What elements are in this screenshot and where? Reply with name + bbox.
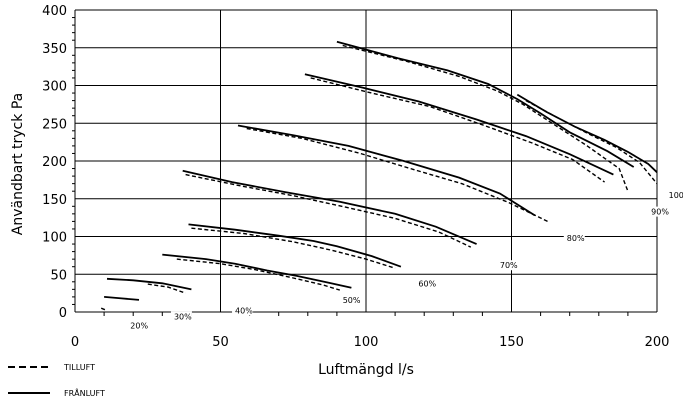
percent-label: 40% (235, 307, 253, 316)
percent-label: 70% (500, 261, 518, 270)
tilluft-curve-40% (176, 258, 341, 291)
franluft-curve-40% (162, 253, 352, 289)
percent-label: 100% (669, 191, 683, 200)
legend-label-tilluft: TILLUFT (63, 363, 95, 372)
series-layer (100, 40, 658, 312)
percent-label-bg (648, 206, 670, 217)
percent-label: 50% (343, 296, 361, 305)
tilluft-curve-30% (147, 283, 186, 294)
x-tick-label: 200 (645, 335, 670, 350)
percent-label: 30% (174, 313, 192, 322)
percent-label: 80% (567, 234, 585, 243)
x-axis-title: Luftmängd l/s (318, 362, 414, 378)
percent-labels: 20% 30% 40% 50% 60% 70% 80% 90%100% (127, 189, 683, 331)
y-tick-label: 350 (42, 42, 67, 57)
percent-label: 60% (418, 279, 436, 288)
y-axis-title: Användbart tryck Pa (10, 93, 26, 235)
tilluft-curve-100% (525, 99, 658, 185)
franluft-curve-50% (188, 223, 402, 268)
percent-label: 90% (651, 208, 669, 217)
franluft-curve-60% (182, 169, 477, 245)
franluft-curve-70% (237, 124, 536, 217)
x-tick-label: 50 (212, 335, 229, 350)
tilluft-curve-70% (246, 127, 550, 223)
legend: TILLUFT FRÅNLUFT (8, 363, 105, 398)
percent-label: 20% (130, 322, 148, 331)
percent-label-bg (127, 320, 149, 331)
y-tick-label: 50 (50, 268, 67, 283)
franluft-curve-90% (336, 40, 635, 168)
tilluft-curve-60% (185, 173, 472, 248)
y-tick-label: 400 (42, 4, 67, 19)
y-tick-label: 200 (42, 155, 67, 170)
tilluft-curve-50% (191, 227, 396, 269)
legend-label-franluft: FRÅNLUFT (64, 387, 105, 398)
franluft-curve-80% (304, 73, 614, 176)
percent-label-bg (339, 294, 361, 305)
y-tick-label: 150 (42, 193, 67, 208)
x-tick-label: 0 (71, 335, 79, 350)
x-tick-label: 150 (499, 335, 524, 350)
y-tick-label: 100 (42, 231, 67, 246)
percent-label-bg (170, 311, 192, 322)
percent-label-bg (415, 278, 437, 289)
franluft-curve-30% (106, 277, 192, 291)
tilluft-curve-90% (342, 44, 629, 192)
tilluft-curve-20% (100, 307, 108, 312)
y-tick-label: 300 (42, 80, 67, 95)
x-tick-label: 100 (354, 335, 379, 350)
percent-label-bg (496, 260, 518, 271)
percent-label-bg (232, 305, 254, 316)
franluft-curve-20% (104, 296, 140, 301)
percent-label-bg (563, 233, 585, 244)
y-tick-label: 0 (59, 306, 67, 321)
tilluft-curve-80% (310, 77, 606, 183)
franluft-curve-100% (516, 93, 658, 173)
y-tick-label: 250 (42, 117, 67, 132)
tick-labels: 0 50 100 150 200 250 300 350 400 0 50 100 150 200 (42, 4, 669, 350)
percent-label-bg (665, 189, 683, 200)
grid (72, 9, 658, 316)
